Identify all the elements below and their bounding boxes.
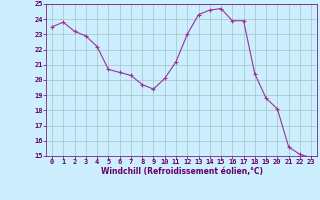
X-axis label: Windchill (Refroidissement éolien,°C): Windchill (Refroidissement éolien,°C) [100, 167, 263, 176]
